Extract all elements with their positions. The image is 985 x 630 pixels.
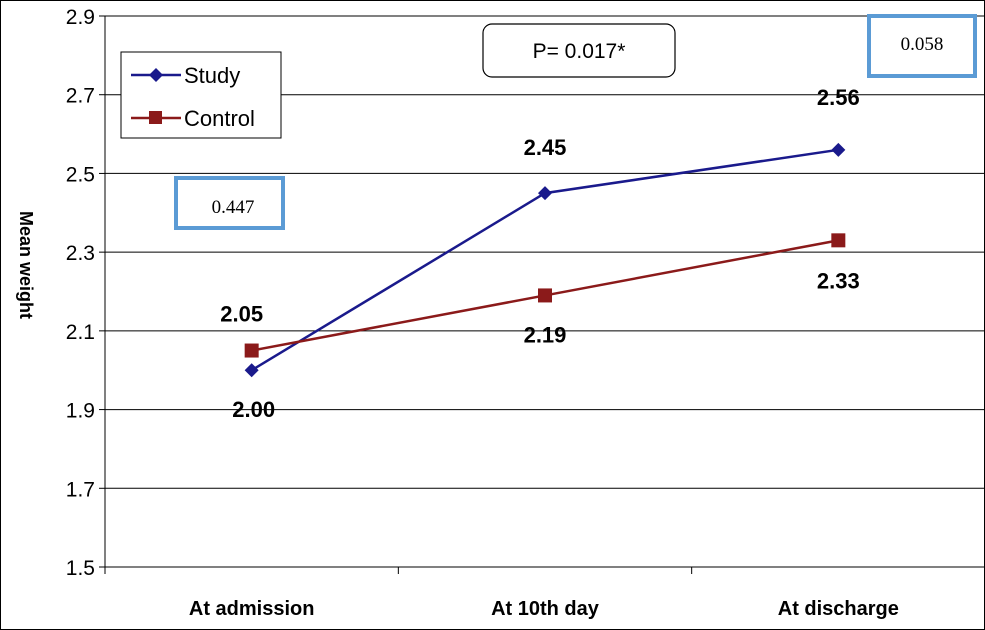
x-axis: At admission At 10th day At discharge (104, 567, 985, 620)
data-label-study: 2.56 (817, 85, 860, 110)
y-tick-label: 2.7 (66, 85, 95, 108)
legend-control-marker (149, 111, 162, 124)
y-axis-ticks: 1.5 1.7 1.9 2.1 2.3 2.5 2.7 2.9 (66, 6, 105, 580)
data-point-study (244, 363, 259, 378)
discharge-p-annotation: 0.058 (867, 14, 977, 78)
admission-p-annotation: 0.447 (174, 176, 285, 230)
data-point-study (831, 142, 846, 157)
legend-control-label: Control (184, 106, 255, 131)
y-tick-label: 1.9 (66, 400, 95, 423)
x-category-label: At 10th day (491, 598, 600, 620)
data-label-study: 2.45 (524, 135, 567, 160)
p-value-text: P= 0.017* (533, 40, 626, 63)
legend-study-marker (149, 68, 163, 82)
legend: Study Control (120, 51, 282, 139)
y-tick-label: 2.3 (66, 242, 95, 265)
y-tick-label: 2.5 (66, 163, 95, 186)
legend-study-label: Study (184, 63, 240, 88)
gridlines (104, 15, 985, 568)
admission-p-box (174, 176, 285, 230)
data-point-control (538, 288, 552, 303)
discharge-p-text: 0.058 (901, 34, 944, 55)
data-point-study (538, 186, 552, 201)
data-point-control (244, 343, 259, 358)
y-tick-label: 2.9 (66, 6, 95, 29)
y-tick-label: 1.7 (66, 478, 95, 501)
data-point-control (831, 233, 846, 248)
data-label-study: 2.00 (232, 397, 275, 422)
legend-box (120, 51, 282, 139)
x-category-label: At discharge (778, 598, 899, 620)
data-label-control: 2.19 (524, 322, 567, 347)
discharge-p-box (867, 14, 977, 78)
data-label-control: 2.05 (220, 302, 263, 327)
admission-p-text: 0.447 (212, 197, 255, 218)
y-tick-label: 2.1 (66, 321, 95, 344)
y-axis-label: Mean weight (16, 211, 36, 319)
p-value-box (482, 23, 676, 78)
series-layer (244, 142, 846, 378)
y-tick-label: 1.5 (66, 557, 95, 580)
x-category-label: At admission (189, 598, 315, 620)
data-labels: 2.00 2.45 2.56 2.05 2.19 2.33 (220, 85, 859, 422)
data-label-control: 2.33 (817, 268, 860, 293)
p-value-annotation: P= 0.017* (482, 23, 676, 78)
